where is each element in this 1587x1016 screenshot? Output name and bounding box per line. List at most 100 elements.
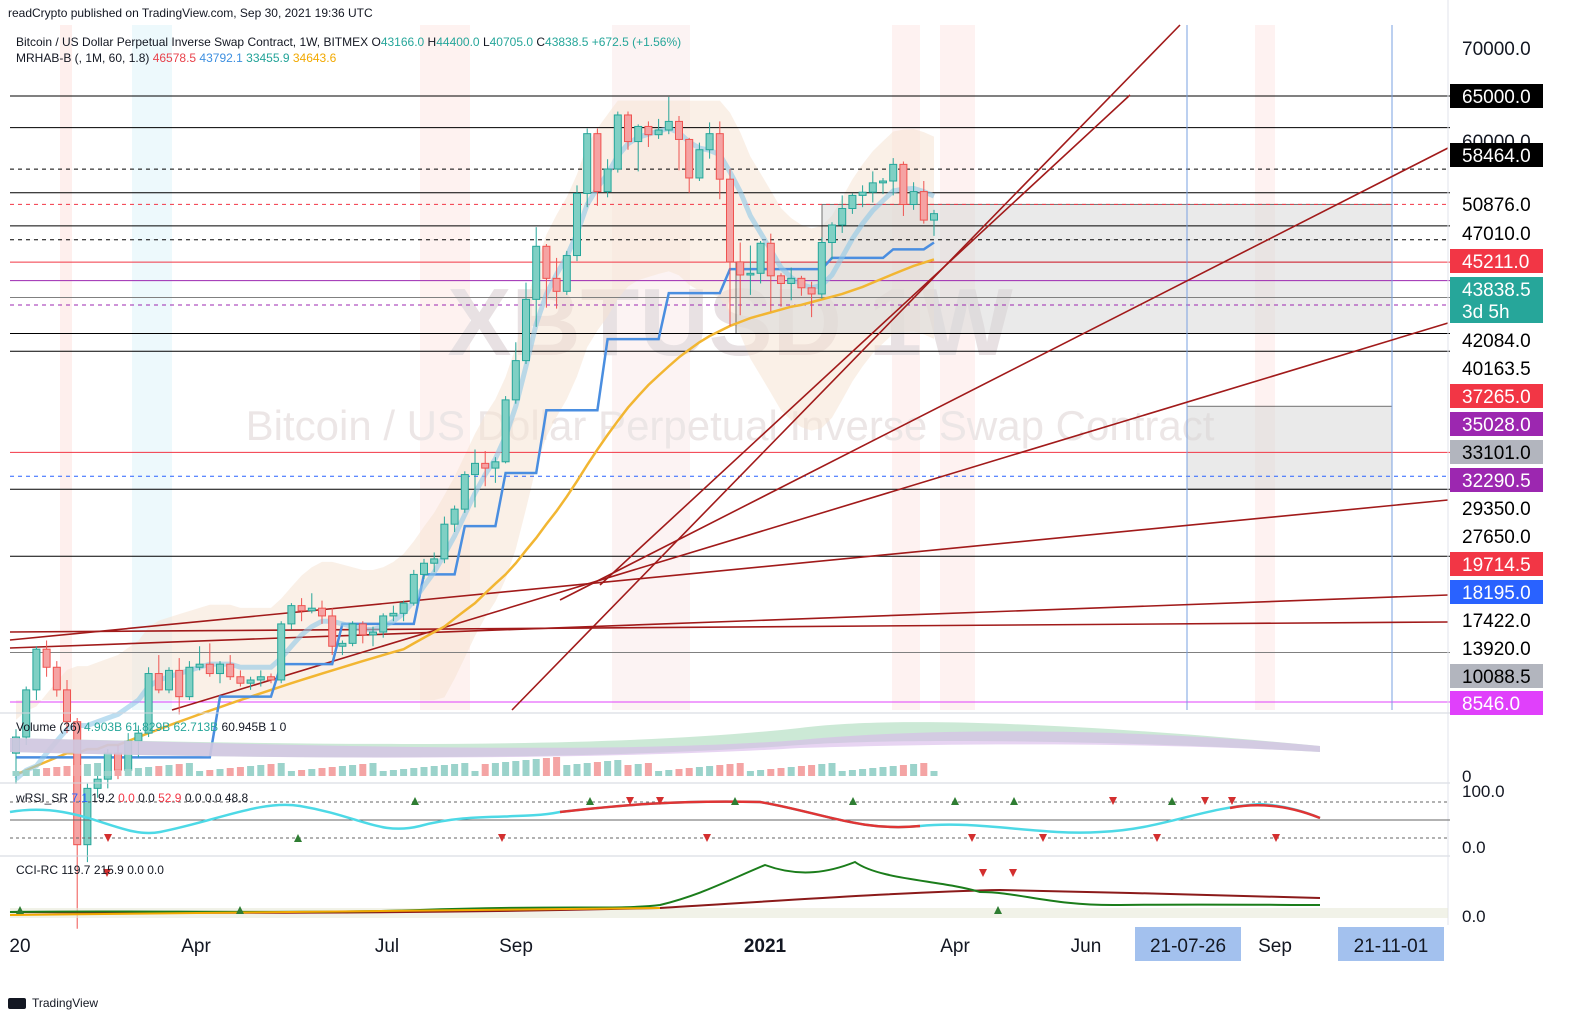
price-label-box <box>1450 524 1543 548</box>
candle-body <box>868 182 877 193</box>
candle-body <box>501 399 510 463</box>
candle-body <box>644 125 653 136</box>
signal-down-arrow-icon <box>498 834 506 842</box>
date-axis-tick: 2021 <box>744 936 787 957</box>
price-label-box <box>1450 84 1543 108</box>
volume-bar <box>53 767 61 776</box>
ohlc-value: 43166.0 <box>381 35 428 49</box>
volume-bar <box>655 771 663 776</box>
candle-body <box>573 192 581 257</box>
volume-bar <box>349 765 357 776</box>
ohlc-value: 43838.5 <box>545 35 592 49</box>
candle-body <box>450 508 459 525</box>
candle-body <box>297 605 306 612</box>
ohlc-label: L <box>483 35 490 49</box>
volume-bar <box>73 765 81 776</box>
ohlc-value: 44400.0 <box>436 35 483 49</box>
volume-bar <box>828 763 836 776</box>
candle-body <box>460 474 469 510</box>
indicator-legend: MRHAB-B (, 1M, 60, 1.8) 46578.5 43792.1 … <box>16 51 337 65</box>
support-zone <box>821 203 1393 263</box>
date-axis-tick: Jun <box>1071 936 1102 957</box>
volume-bar <box>32 769 40 776</box>
candle-body <box>165 669 173 691</box>
volume-bar <box>257 765 265 776</box>
volume-bar <box>420 767 428 776</box>
candle-body <box>154 673 163 691</box>
cci-zero-line <box>9 907 661 916</box>
volume-bar <box>451 764 459 776</box>
price-label-box <box>1450 143 1543 167</box>
volume-bar <box>400 769 408 776</box>
price-label-box <box>1450 636 1543 660</box>
candle-body <box>664 120 673 131</box>
signal-down-arrow-icon <box>1153 834 1161 842</box>
candle-body <box>440 523 449 560</box>
volume-bar <box>369 763 377 776</box>
rsi-line-recent <box>1229 803 1321 820</box>
volume-bar <box>308 769 316 776</box>
indicator-value: 43792.1 <box>199 51 246 65</box>
candle-body <box>318 607 326 617</box>
volume-bar <box>787 767 795 776</box>
volume-bar <box>797 766 805 776</box>
price-label-box <box>1450 580 1543 604</box>
volume-bar <box>736 763 744 776</box>
rsi-legend-value: 48.8 <box>225 791 249 805</box>
volume-bar <box>440 765 448 776</box>
candle-body <box>226 663 235 678</box>
volume-bar <box>502 762 510 776</box>
trend-line <box>171 322 1449 711</box>
volume-secondary-band <box>10 731 1320 758</box>
volume-bar <box>185 763 193 776</box>
volume-bar <box>338 766 346 776</box>
candle-body <box>52 666 61 691</box>
date-axis-tick: Sep <box>1258 936 1292 957</box>
candle-body <box>216 663 224 675</box>
footer-brand[interactable]: TradingView <box>8 996 98 1010</box>
ohlc-label: C <box>536 35 545 49</box>
candle-body <box>287 605 296 625</box>
volume-bar <box>124 769 132 776</box>
date-axis-highlight <box>1338 927 1444 961</box>
candle-body <box>205 663 214 675</box>
date-axis-tick: Sep <box>499 936 533 957</box>
price-label-box <box>1450 328 1543 352</box>
price-label: 8546.0 <box>1462 694 1520 715</box>
volume-bar <box>542 758 550 776</box>
volume-bar <box>522 760 530 776</box>
volume-bar <box>471 771 479 776</box>
cci-legend-value: 0.0 <box>147 863 164 877</box>
candle-body <box>787 277 796 284</box>
support-zone <box>1186 405 1393 490</box>
volume-bar <box>430 766 438 776</box>
price-axis-tick: 70000.0 <box>1462 39 1531 60</box>
candle-body <box>909 191 918 206</box>
cci-down-arrow-icon <box>1009 869 1017 877</box>
candle-body <box>562 255 571 292</box>
price-change: +672.5 (+1.56%) <box>592 35 681 49</box>
rsi-legend-value: 19.2 <box>91 791 118 805</box>
volume-bar <box>175 764 183 776</box>
candle-body <box>348 623 357 644</box>
rsi-legend-name: wRSI_SR <box>15 791 71 805</box>
candle-body <box>766 242 775 277</box>
trend-line <box>9 594 1449 649</box>
candle-body <box>42 648 51 668</box>
price-label-box <box>1450 552 1543 576</box>
volume-bar <box>328 767 336 776</box>
candle-body <box>185 666 194 698</box>
ribbon-cloud <box>16 100 934 720</box>
rsi-line <box>9 800 1321 835</box>
volume-bar <box>267 764 275 776</box>
volume-bar <box>899 765 907 776</box>
cci-legend-value: 215.9 <box>94 863 127 877</box>
volume-bar <box>379 771 387 776</box>
volume-bar <box>145 767 153 776</box>
candle-body <box>63 689 71 723</box>
candle-body <box>838 207 847 226</box>
volume-bar <box>134 768 142 776</box>
volume-bar <box>532 759 540 776</box>
price-label-box <box>1450 356 1543 380</box>
